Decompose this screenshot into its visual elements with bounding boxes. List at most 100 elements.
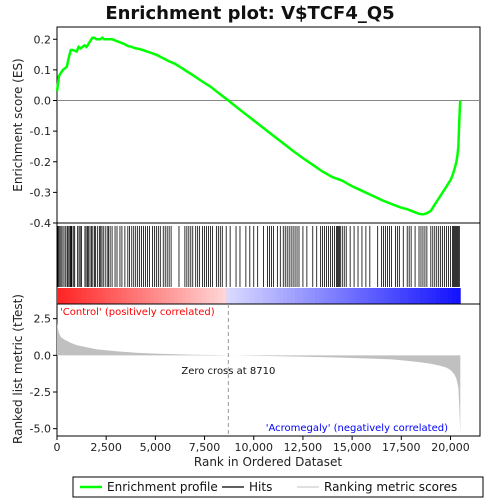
gradient-segment [169,288,175,304]
gradient-segment [343,288,348,304]
gradient-segment [222,288,227,304]
gradient-segment [383,288,389,304]
gradient-segment [250,288,256,304]
metric-y-ticks: 2.5 0.0 -2.5 -5.0 [30,313,57,436]
positive-correlation-label: 'Control' (positively correlated) [60,307,215,318]
gradient-segment [81,288,86,304]
gradient-segment [391,288,397,304]
legend-items: Enrichment profile Hits Ranking metric sco… [80,480,457,494]
es-y-axis-label: Enrichment score (ES) [11,58,25,191]
ranking-metric-area [57,323,461,434]
gradient-segment [198,288,203,304]
gradient-segment [331,288,336,304]
gradient-segment [278,288,284,304]
gradient-segment [432,288,437,304]
gradient-segment [121,288,126,304]
hits-panel [56,222,481,305]
es-y-tick-label: -0.2 [30,156,51,169]
metric-panel-frame [56,303,481,437]
es-y-tick-label: -0.3 [30,186,51,199]
gradient-segment [286,288,292,304]
gradient-segment [270,288,276,304]
es-y-tick-label: -0.4 [30,217,51,230]
gradient-segment [246,288,251,304]
gradient-segment [399,288,405,304]
gradient-segment [210,288,215,304]
gradient-segment [177,288,183,304]
gradient-segment [436,288,441,304]
gradient-segment [145,288,151,304]
x-tick-label: 2,500 [90,441,122,454]
x-tick-label: 7,500 [189,441,221,454]
gradient-segment [69,288,74,304]
metric-panel: Zero cross at 8710 'Control' (positively… [11,294,481,469]
gradient-segment [347,288,352,304]
metric-y-tick-label: -2.5 [30,386,51,399]
x-tick-label: 12,500 [284,441,323,454]
gradient-segment [424,288,429,304]
gradient-segment [129,288,135,304]
gradient-segment [109,288,114,304]
gradient-segment [403,288,409,304]
x-tick-label: 10,000 [234,441,273,454]
gradient-segment [282,288,288,304]
legend: Enrichment profile Hits Ranking metric sco… [72,476,484,498]
gradient-segment [254,288,260,304]
hits-lines [57,226,460,287]
legend-label: Hits [249,480,272,494]
es-panel-frame [56,26,481,224]
gradient-segment [319,288,324,304]
es-y-ticks: 0.2 0.1 0.0 -0.1 -0.2 -0.3 -0.4 [30,33,57,230]
chart-title: Enrichment plot: V$TCF4_Q5 [105,3,394,24]
gradient-segment [65,288,70,304]
gradient-segment [262,288,268,304]
legend-box [72,476,484,498]
gradient-segment [97,288,102,304]
gradient-segment [206,288,211,304]
gradient-segment [113,288,118,304]
es-panel: 0.2 0.1 0.0 -0.1 -0.2 -0.3 -0.4 Enrichment sco… [11,26,481,230]
x-tick-label: 15,000 [333,441,372,454]
gradient-segment [194,288,199,304]
gradient-segment [323,288,328,304]
gradient-segment [294,288,300,304]
gradient-segment [379,288,385,304]
gradient-segment [444,288,449,304]
gradient-segment [371,288,377,304]
gradient-segment [456,288,461,304]
x-tick-label: 5,000 [140,441,172,454]
gradient-segment [73,288,78,304]
gradient-segment [359,288,364,304]
es-y-tick-label: 0.0 [34,95,52,108]
gradient-segment [452,288,457,304]
gradient-segment [234,288,239,304]
gradient-segment [258,288,264,304]
gradient-segment [182,288,187,304]
gradient-segment [387,288,393,304]
gradient-segment [137,288,143,304]
gradient-segment [57,288,62,304]
gradient-segment [165,288,171,304]
gradient-segment [218,288,223,304]
gradient-segment [355,288,360,304]
gradient-segment [266,288,272,304]
enrichment-profile-line [55,36,462,216]
gradient-segment [157,288,163,304]
gradient-segment [315,288,320,304]
gradient-segment [190,288,195,304]
gradient-segment [303,288,308,304]
gradient-segment [117,288,122,304]
gradient-segment [298,288,304,304]
gradient-segment [327,288,332,304]
gradient-segment [363,288,368,304]
gradient-segment [395,288,401,304]
gradient-segment [89,288,94,304]
gradient-segment [419,288,425,304]
zero-cross-label: Zero cross at 8710 [181,366,275,377]
gradient-segment [93,288,98,304]
gradient-segment [407,288,413,304]
gradient-segment [311,288,316,304]
gradient-segment [125,288,130,304]
gradient-segment [440,288,445,304]
metric-y-axis-label: Ranked list metric (tTest) [11,294,25,444]
